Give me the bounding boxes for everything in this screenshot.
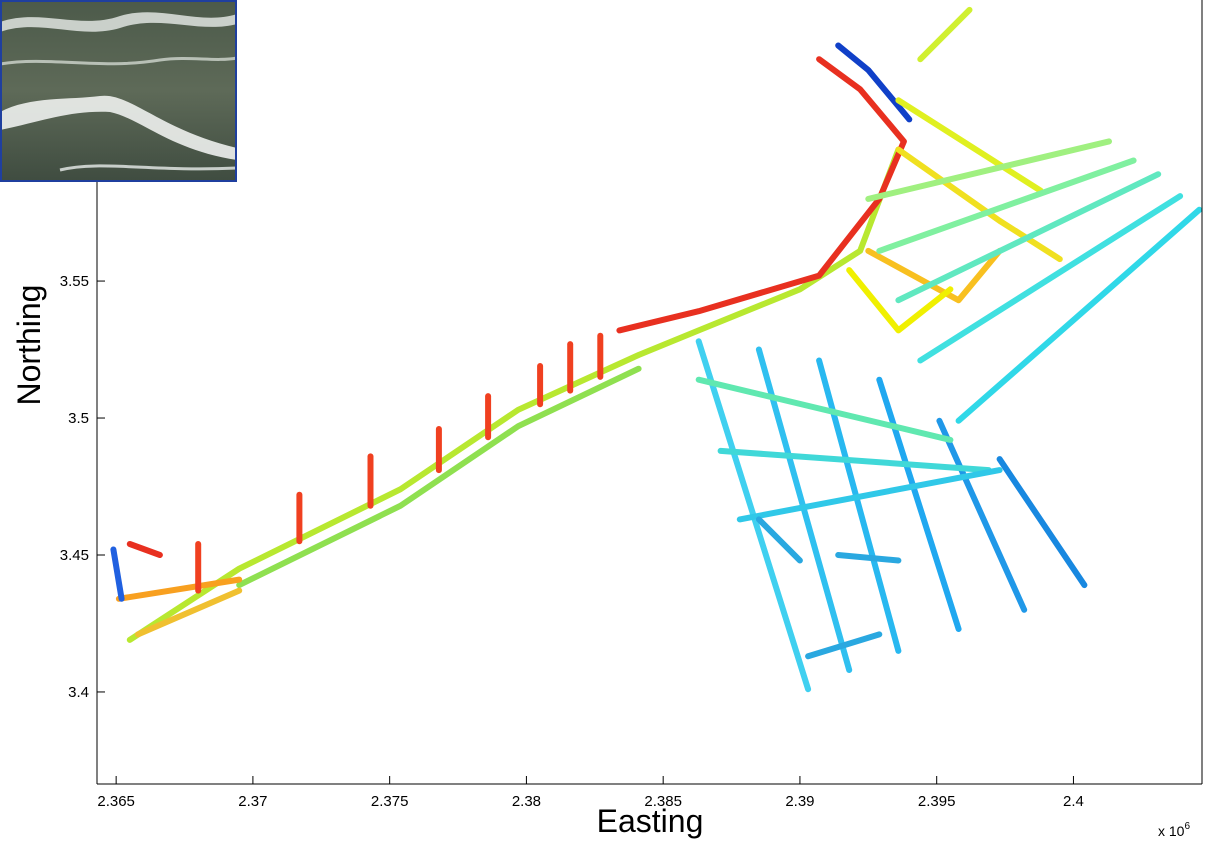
survey-track: [865, 138, 1112, 202]
survey-track: [917, 6, 973, 63]
survey-track: [126, 541, 163, 558]
survey-track: [805, 631, 883, 660]
y-tick-label: 3.55: [60, 273, 89, 290]
survey-track: [736, 467, 1003, 523]
x-tick-label: 2.365: [97, 793, 135, 810]
inset-photo: [0, 0, 238, 182]
survey-track: [835, 42, 913, 123]
survey-track: [876, 376, 962, 632]
survey-track: [695, 376, 954, 443]
survey-track: [846, 267, 954, 334]
survey-track: [865, 247, 1003, 304]
survey-track: [917, 193, 1184, 364]
x-offset-exponent: 6: [1184, 821, 1190, 832]
y-tick-label: 3.45: [60, 547, 89, 564]
photo-wave: [59, 164, 238, 172]
survey-track: [895, 146, 1063, 263]
survey-track: [936, 417, 1028, 613]
survey-track: [876, 157, 1137, 254]
survey-track: [996, 456, 1088, 589]
survey-track: [895, 171, 1162, 304]
x-tick-label: 2.375: [371, 793, 409, 810]
photo-wave: [0, 56, 238, 66]
survey-track: [955, 206, 1202, 424]
photo-wave: [0, 12, 237, 33]
x-tick-label: 2.39: [785, 793, 814, 810]
survey-track: [755, 516, 803, 564]
survey-track: [115, 576, 243, 602]
photo-wave: [0, 95, 237, 160]
survey-track: [135, 587, 243, 638]
survey-track: [835, 552, 902, 564]
y-tick-label: 3.4: [68, 684, 89, 701]
x-tick-label: 2.385: [644, 793, 682, 810]
y-axis-label: Northing: [11, 285, 47, 406]
photo-border: [0, 0, 237, 182]
survey-track: [126, 146, 902, 643]
survey-track: [236, 365, 642, 589]
axes: 2.365 2.37 2.375 2.38 2.385 2.39 2.395 2.4 3.4 3.…: [60, 0, 1203, 810]
y-tick-label: 3.5: [68, 410, 89, 427]
x-axis-label: Easting: [597, 803, 704, 839]
survey-track: [895, 97, 1044, 194]
x-offset-text: x 106: [1158, 821, 1190, 839]
x-tick-label: 2.395: [918, 793, 956, 810]
x-offset-base: x 10: [1158, 823, 1185, 839]
x-tick-label: 2.4: [1063, 793, 1084, 810]
survey-track: [110, 546, 125, 602]
x-tick-label: 2.37: [238, 793, 267, 810]
plot-area: [110, 6, 1202, 693]
x-tick-label: 2.38: [512, 793, 541, 810]
survey-track: [616, 56, 907, 334]
survey-track: [717, 447, 992, 474]
photo-water: [0, 0, 237, 182]
